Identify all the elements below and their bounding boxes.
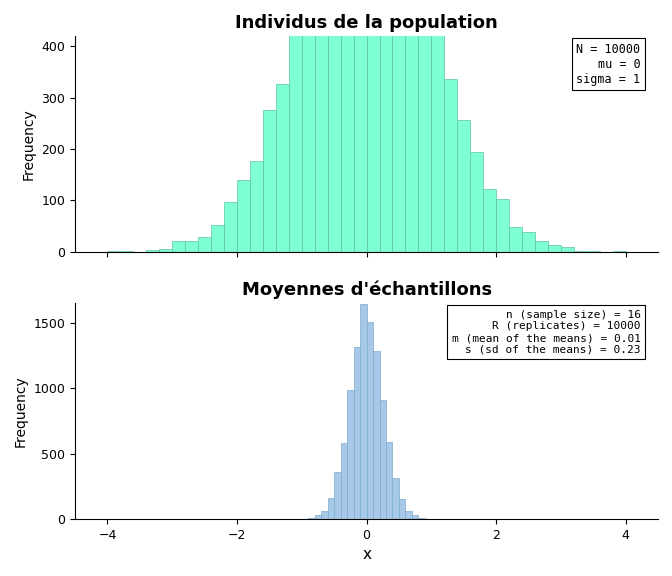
Bar	[341, 0, 353, 252]
Bar	[341, 442, 347, 519]
Bar	[457, 120, 470, 252]
Bar	[392, 478, 399, 519]
Bar	[399, 499, 405, 519]
Bar	[444, 79, 457, 252]
Bar	[386, 442, 392, 519]
Bar	[419, 0, 431, 252]
Bar	[108, 251, 120, 252]
Bar	[405, 0, 419, 252]
Text: n (sample size) = 16
R (replicates) = 10000
m (mean of the means) = 0.01
s (sd o: n (sample size) = 16 R (replicates) = 10…	[452, 310, 640, 355]
Bar	[367, 321, 373, 519]
Bar	[367, 0, 380, 252]
Bar	[470, 152, 483, 252]
Bar	[613, 251, 626, 252]
Bar	[380, 0, 392, 252]
Bar	[237, 180, 250, 252]
Y-axis label: Frequency: Frequency	[14, 375, 28, 447]
Y-axis label: Frequency: Frequency	[22, 108, 36, 180]
Bar	[328, 498, 334, 519]
Bar	[419, 518, 425, 519]
Bar	[224, 202, 237, 252]
Bar	[347, 390, 353, 519]
Title: Moyennes d'échantillons: Moyennes d'échantillons	[241, 281, 492, 299]
Bar	[146, 250, 159, 252]
Bar	[380, 400, 386, 519]
Bar	[172, 241, 185, 252]
Bar	[321, 511, 328, 519]
Bar	[412, 515, 419, 519]
Bar	[353, 347, 360, 519]
Bar	[308, 518, 314, 519]
Bar	[392, 0, 405, 252]
Bar	[328, 0, 341, 252]
Bar	[548, 245, 561, 252]
Bar	[535, 241, 548, 252]
Bar	[314, 0, 328, 252]
Bar	[159, 249, 172, 252]
Bar	[360, 304, 367, 519]
Bar	[561, 247, 574, 252]
Bar	[211, 225, 224, 252]
Bar	[405, 511, 412, 519]
Bar	[314, 515, 321, 519]
Bar	[276, 85, 289, 252]
X-axis label: x: x	[362, 547, 371, 562]
Bar	[373, 351, 380, 519]
Bar	[263, 109, 276, 252]
Bar	[185, 241, 198, 252]
Bar	[574, 251, 587, 252]
Bar	[302, 0, 314, 252]
Bar	[120, 251, 133, 252]
Bar	[198, 237, 211, 252]
Bar	[289, 26, 302, 252]
Bar	[483, 188, 496, 252]
Bar	[250, 161, 263, 252]
Bar	[522, 232, 535, 252]
Bar	[353, 0, 367, 252]
Bar	[334, 472, 341, 519]
Bar	[509, 227, 522, 252]
Title: Individus de la population: Individus de la population	[235, 14, 498, 32]
Text: N = 10000
mu = 0
sigma = 1: N = 10000 mu = 0 sigma = 1	[577, 43, 640, 86]
Bar	[431, 23, 444, 252]
Bar	[496, 199, 509, 252]
